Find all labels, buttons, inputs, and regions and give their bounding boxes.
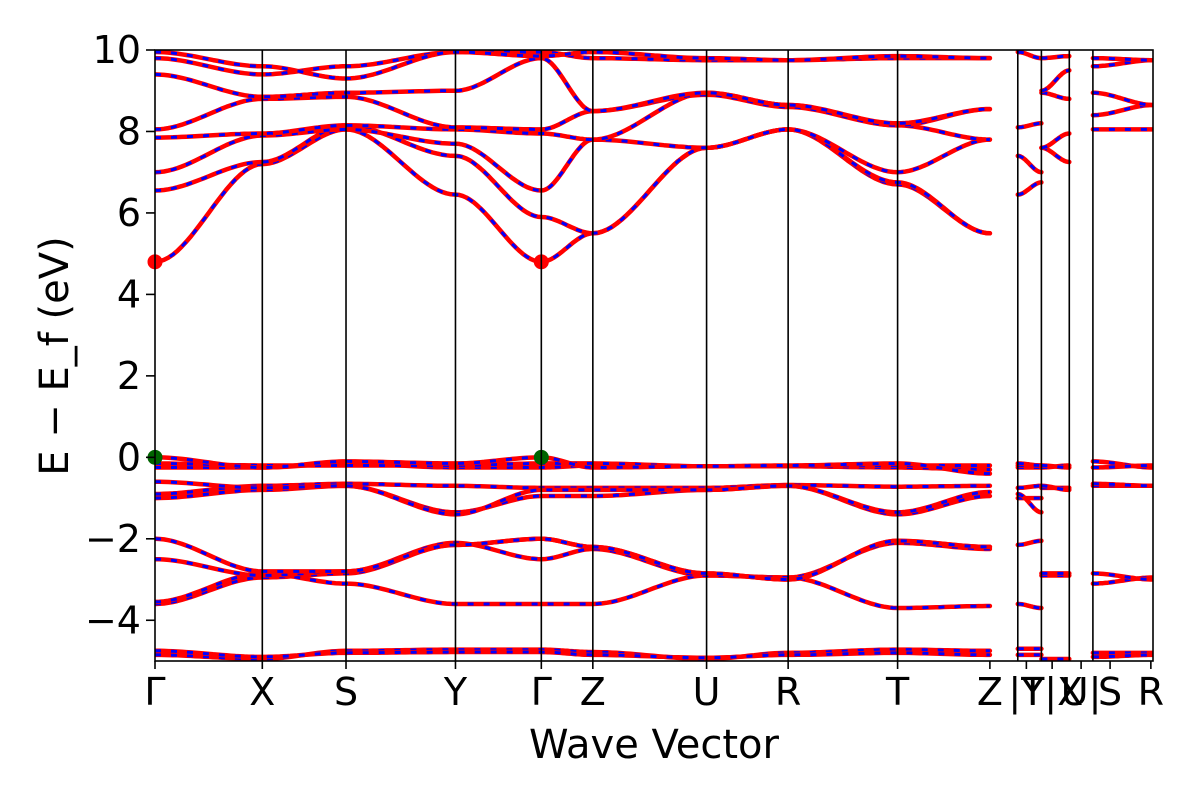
band-projection-line (155, 537, 990, 581)
y-tick-label: 6 (117, 191, 141, 235)
band-line (155, 536, 993, 582)
band-projection-line (1017, 539, 1042, 547)
x-tick-label: R (775, 670, 801, 714)
band-projection-line (1092, 653, 1153, 659)
x-tick-label: Γ (144, 670, 165, 714)
x-tick-label: Z (580, 670, 606, 714)
x-tick-label: Z (977, 670, 1003, 714)
band-projection-line (1017, 50, 1042, 60)
band-projection-line (1041, 54, 1070, 60)
extremum-markers (147, 254, 549, 465)
y-axis-label: E − E_f (eV) (32, 236, 78, 475)
band-projection-line (155, 91, 990, 142)
band-projection-line (1017, 492, 1042, 514)
bands-layer (155, 50, 1153, 661)
x-axis-label: Wave Vector (529, 722, 780, 768)
band-projection-line (155, 56, 990, 125)
band-line (155, 127, 993, 265)
band-projection-line (1017, 180, 1042, 197)
band-projection-line (1092, 91, 1153, 107)
y-tick-label: −2 (85, 517, 141, 561)
band-projection-line (1017, 154, 1042, 174)
x-tick-label: S (334, 670, 358, 714)
x-tick-label: Γ (531, 670, 552, 714)
band-projection-line (1092, 482, 1153, 488)
x-tick-label: Y (443, 670, 468, 714)
band-projection-line (155, 480, 990, 516)
y-axis-ticks: −4 −2 0 2 4 6 8 10 (85, 28, 155, 642)
y-tick-label: 8 (117, 109, 141, 153)
y-tick-label: 2 (117, 354, 141, 398)
kpoint-lines (261, 50, 1094, 661)
band-projection-line (1092, 571, 1153, 581)
x-tick-label: |Y (1008, 670, 1045, 715)
band-projection-line (1041, 91, 1070, 101)
band-projection-line (1017, 484, 1042, 490)
band-projection-line (155, 127, 990, 193)
x-tick-label: T|X (1020, 670, 1083, 715)
y-tick-label: 4 (117, 272, 141, 316)
band-projection-line (155, 93, 990, 131)
x-tick-label: T (885, 670, 910, 714)
band-projection-line (155, 541, 990, 579)
band-projection-line (155, 123, 991, 235)
x-tick-label: S (1098, 670, 1122, 714)
x-axis-ticks: Γ X S Y Γ Z U R T Z |YT|XU|S R (144, 661, 1164, 715)
band-projection-line (1041, 464, 1070, 469)
y-tick-label: 10 (93, 28, 141, 72)
band-line (155, 123, 993, 236)
band-projection-line (1092, 464, 1153, 469)
band-projection-line (155, 455, 990, 476)
band-projection-line (1041, 132, 1070, 150)
band-projection-line (1041, 484, 1070, 492)
band-projection-line (1092, 56, 1153, 62)
x-tick-label: U| (1061, 670, 1102, 715)
band-projection-line (155, 571, 990, 610)
band-projection-line (1017, 121, 1042, 129)
band-projection-line (1017, 602, 1042, 610)
x-tick-label: X (249, 670, 275, 714)
x-tick-label: R (1138, 670, 1164, 714)
band-projection-line (1041, 68, 1070, 93)
y-tick-label: 0 (117, 435, 141, 479)
band-projection-line (155, 50, 990, 80)
plot-frame (154, 49, 1154, 662)
x-tick-label: U (693, 670, 721, 714)
y-tick-label: −4 (85, 598, 141, 642)
band-projection-line (155, 649, 990, 660)
band-projection-line (1017, 461, 1042, 467)
